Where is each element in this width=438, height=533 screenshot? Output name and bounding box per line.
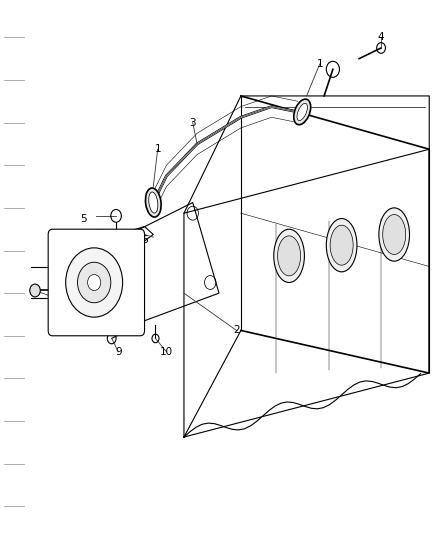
Ellipse shape [274,229,304,282]
Text: 5: 5 [80,214,87,223]
Circle shape [66,248,123,317]
Text: 9: 9 [115,347,122,357]
FancyBboxPatch shape [48,229,145,336]
Ellipse shape [278,236,300,276]
Ellipse shape [330,225,353,265]
Text: 8: 8 [75,315,82,325]
Circle shape [78,262,111,303]
Ellipse shape [326,219,357,272]
Ellipse shape [294,99,311,125]
Text: 7: 7 [53,294,60,303]
Text: 2: 2 [233,326,240,335]
Text: 5: 5 [80,235,87,245]
Ellipse shape [379,208,410,261]
Circle shape [30,284,40,297]
Ellipse shape [297,103,307,120]
Text: 4: 4 [378,33,385,42]
Text: 10: 10 [160,347,173,357]
Text: 1: 1 [316,59,323,69]
Ellipse shape [145,188,161,217]
Circle shape [88,274,101,290]
Text: 3: 3 [189,118,196,127]
Ellipse shape [149,192,158,213]
Circle shape [64,298,72,309]
Ellipse shape [383,214,406,255]
Text: 1: 1 [154,144,161,154]
Text: 6: 6 [141,235,148,245]
